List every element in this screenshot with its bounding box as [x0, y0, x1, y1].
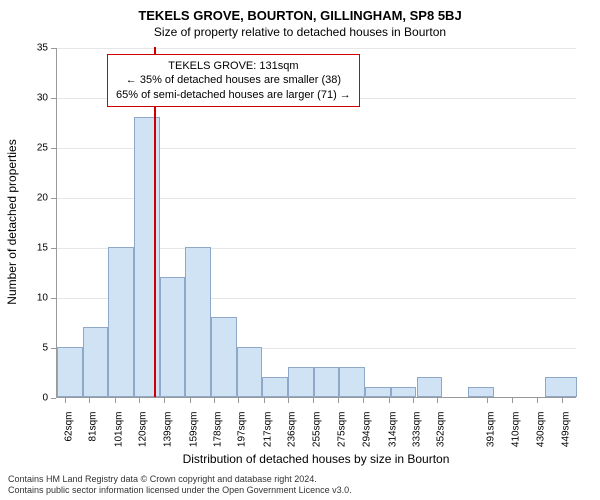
histogram-bar — [108, 247, 134, 397]
xtick-mark — [238, 398, 239, 403]
xtick-mark — [190, 398, 191, 403]
xtick-mark — [313, 398, 314, 403]
ytick-mark — [51, 248, 56, 249]
xtick-mark — [537, 398, 538, 403]
annotation-line: ← 35% of detached houses are smaller (38… — [116, 73, 351, 87]
histogram-bar — [339, 367, 365, 397]
footer-attribution: Contains HM Land Registry data © Crown c… — [8, 474, 352, 497]
histogram-bar — [134, 117, 160, 397]
histogram-bar — [57, 347, 83, 397]
xtick-mark — [89, 398, 90, 403]
ytick-mark — [51, 348, 56, 349]
xtick-label: 294sqm — [361, 412, 372, 460]
xtick-label: 62sqm — [63, 412, 74, 460]
xtick-mark — [214, 398, 215, 403]
xtick-label: 217sqm — [263, 412, 274, 460]
xtick-label: 81sqm — [88, 412, 99, 460]
ytick-mark — [51, 98, 56, 99]
histogram-bar — [417, 377, 443, 397]
ytick-label: 10 — [0, 293, 48, 304]
histogram-bar — [262, 377, 288, 397]
chart-subtitle: Size of property relative to detached ho… — [0, 23, 600, 39]
ytick-mark — [51, 398, 56, 399]
ytick-mark — [51, 298, 56, 299]
xtick-label: 333sqm — [411, 412, 422, 460]
annotation-line: TEKELS GROVE: 131sqm — [116, 59, 351, 73]
ytick-mark — [51, 48, 56, 49]
xtick-label: 178sqm — [212, 412, 223, 460]
gridline — [57, 48, 576, 49]
xtick-mark — [512, 398, 513, 403]
xtick-label: 255sqm — [311, 412, 322, 460]
xtick-label: 236sqm — [287, 412, 298, 460]
ytick-mark — [51, 198, 56, 199]
xtick-mark — [437, 398, 438, 403]
plot-area: TEKELS GROVE: 131sqm← 35% of detached ho… — [56, 48, 576, 398]
footer-line-1: Contains HM Land Registry data © Crown c… — [8, 474, 352, 485]
xtick-mark — [164, 398, 165, 403]
annotation-line: 65% of semi-detached houses are larger (… — [116, 88, 351, 102]
chart-container: TEKELS GROVE, BOURTON, GILLINGHAM, SP8 5… — [0, 0, 600, 500]
xtick-label: 314sqm — [387, 412, 398, 460]
histogram-bar — [314, 367, 340, 397]
histogram-bar — [545, 377, 577, 397]
ytick-label: 5 — [0, 343, 48, 354]
ytick-mark — [51, 148, 56, 149]
xtick-label: 449sqm — [560, 412, 571, 460]
histogram-bar — [83, 327, 109, 397]
xtick-label: 391sqm — [486, 412, 497, 460]
ytick-label: 25 — [0, 143, 48, 154]
chart-title: TEKELS GROVE, BOURTON, GILLINGHAM, SP8 5… — [0, 0, 600, 23]
xtick-mark — [115, 398, 116, 403]
histogram-bar — [365, 387, 391, 397]
footer-line-2: Contains public sector information licen… — [8, 485, 352, 496]
xtick-mark — [338, 398, 339, 403]
xtick-label: 410sqm — [510, 412, 521, 460]
xtick-mark — [413, 398, 414, 403]
histogram-bar — [237, 347, 263, 397]
xtick-label: 275sqm — [337, 412, 348, 460]
histogram-bar — [391, 387, 417, 397]
xtick-mark — [562, 398, 563, 403]
xtick-mark — [288, 398, 289, 403]
xtick-label: 352sqm — [436, 412, 447, 460]
histogram-bar — [468, 387, 494, 397]
histogram-bar — [160, 277, 186, 397]
xtick-mark — [389, 398, 390, 403]
xtick-label: 430sqm — [536, 412, 547, 460]
xtick-label: 101sqm — [114, 412, 125, 460]
xtick-mark — [65, 398, 66, 403]
ytick-label: 30 — [0, 93, 48, 104]
ytick-label: 0 — [0, 393, 48, 404]
ytick-label: 15 — [0, 243, 48, 254]
ytick-label: 35 — [0, 43, 48, 54]
histogram-bar — [288, 367, 314, 397]
xtick-mark — [363, 398, 364, 403]
xtick-label: 159sqm — [188, 412, 199, 460]
histogram-bar — [211, 317, 237, 397]
xtick-mark — [487, 398, 488, 403]
ytick-label: 20 — [0, 193, 48, 204]
xtick-mark — [139, 398, 140, 403]
xtick-mark — [264, 398, 265, 403]
histogram-bar — [185, 247, 211, 397]
xtick-label: 139sqm — [162, 412, 173, 460]
xtick-label: 197sqm — [237, 412, 248, 460]
xtick-label: 120sqm — [138, 412, 149, 460]
annotation-box: TEKELS GROVE: 131sqm← 35% of detached ho… — [107, 54, 360, 107]
